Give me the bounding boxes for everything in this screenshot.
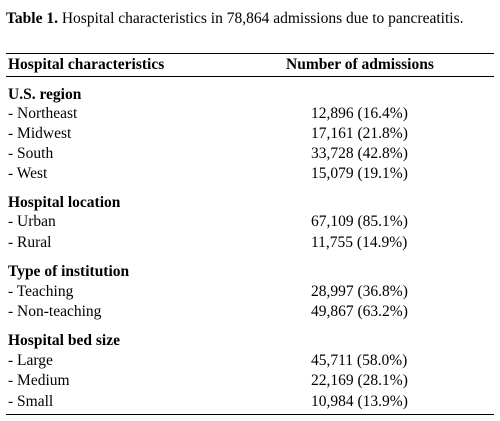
column-header-characteristics: Hospital characteristics bbox=[8, 56, 165, 73]
row-label: - West bbox=[8, 165, 48, 182]
table-row: - Urban 67,109 (85.1%) bbox=[8, 212, 492, 232]
group-title: U.S. region bbox=[8, 86, 82, 103]
table-caption-label: Table 1. bbox=[6, 10, 58, 27]
table-row: - Teaching 28,997 (36.8%) bbox=[8, 282, 492, 302]
row-label: - Rural bbox=[8, 234, 52, 251]
row-value: 67,109 (85.1%) bbox=[311, 213, 408, 230]
row-label: - Non-teaching bbox=[8, 303, 102, 320]
table-caption-text: Hospital characteristics in 78,864 admis… bbox=[57, 10, 464, 27]
table-row: - West 15,079 (19.1%) bbox=[8, 164, 492, 184]
table-row: - Medium 22,169 (28.1%) bbox=[8, 371, 492, 391]
row-value: 49,867 (63.2%) bbox=[311, 303, 408, 320]
row-label: - South bbox=[8, 145, 54, 162]
row-value: 10,984 (13.9%) bbox=[311, 393, 408, 410]
table-row: - Large 45,711 (58.0%) bbox=[8, 351, 492, 371]
table-row: - Small 10,984 (13.9%) bbox=[8, 392, 492, 412]
column-header-admissions: Number of admissions bbox=[286, 56, 434, 73]
group-title: Type of institution bbox=[8, 263, 130, 280]
table-row: - Northeast 12,896 (16.4%) bbox=[8, 104, 492, 124]
row-label: - Medium bbox=[8, 372, 70, 389]
table-top-rule bbox=[6, 53, 494, 54]
row-label: - Teaching bbox=[8, 283, 74, 300]
table-row: - Non-teaching 49,867 (63.2%) bbox=[8, 302, 492, 322]
row-value: 12,896 (16.4%) bbox=[311, 105, 408, 122]
table-row: - South 33,728 (42.8%) bbox=[8, 144, 492, 164]
group-heading-hospital-location: Hospital location bbox=[8, 193, 492, 213]
row-label: - Northeast bbox=[8, 105, 78, 122]
row-label: - Small bbox=[8, 393, 54, 410]
group-heading-type-of-institution: Type of institution bbox=[8, 262, 492, 282]
table-row: - Rural 11,755 (14.9%) bbox=[8, 233, 492, 253]
row-label: - Large bbox=[8, 352, 53, 369]
row-label: - Midwest bbox=[8, 125, 72, 142]
group-heading-hospital-bed-size: Hospital bed size bbox=[8, 331, 492, 351]
table-bottom-rule bbox=[6, 414, 494, 415]
table-row: - Midwest 17,161 (21.8%) bbox=[8, 124, 492, 144]
row-label: - Urban bbox=[8, 213, 56, 230]
group-heading-us-region: U.S. region bbox=[8, 85, 492, 105]
row-value: 28,997 (36.8%) bbox=[311, 283, 408, 300]
row-value: 33,728 (42.8%) bbox=[311, 145, 408, 162]
row-value: 17,161 (21.8%) bbox=[311, 125, 408, 142]
table-header-rule bbox=[6, 76, 494, 77]
group-title: Hospital location bbox=[8, 194, 121, 211]
row-value: 11,755 (14.9%) bbox=[311, 234, 408, 251]
row-value: 15,079 (19.1%) bbox=[311, 165, 408, 182]
group-title: Hospital bed size bbox=[8, 332, 120, 349]
row-value: 45,711 (58.0%) bbox=[311, 352, 408, 369]
row-value: 22,169 (28.1%) bbox=[311, 372, 408, 389]
table-caption: Table 1. Hospital characteristics in 78,… bbox=[6, 10, 494, 28]
